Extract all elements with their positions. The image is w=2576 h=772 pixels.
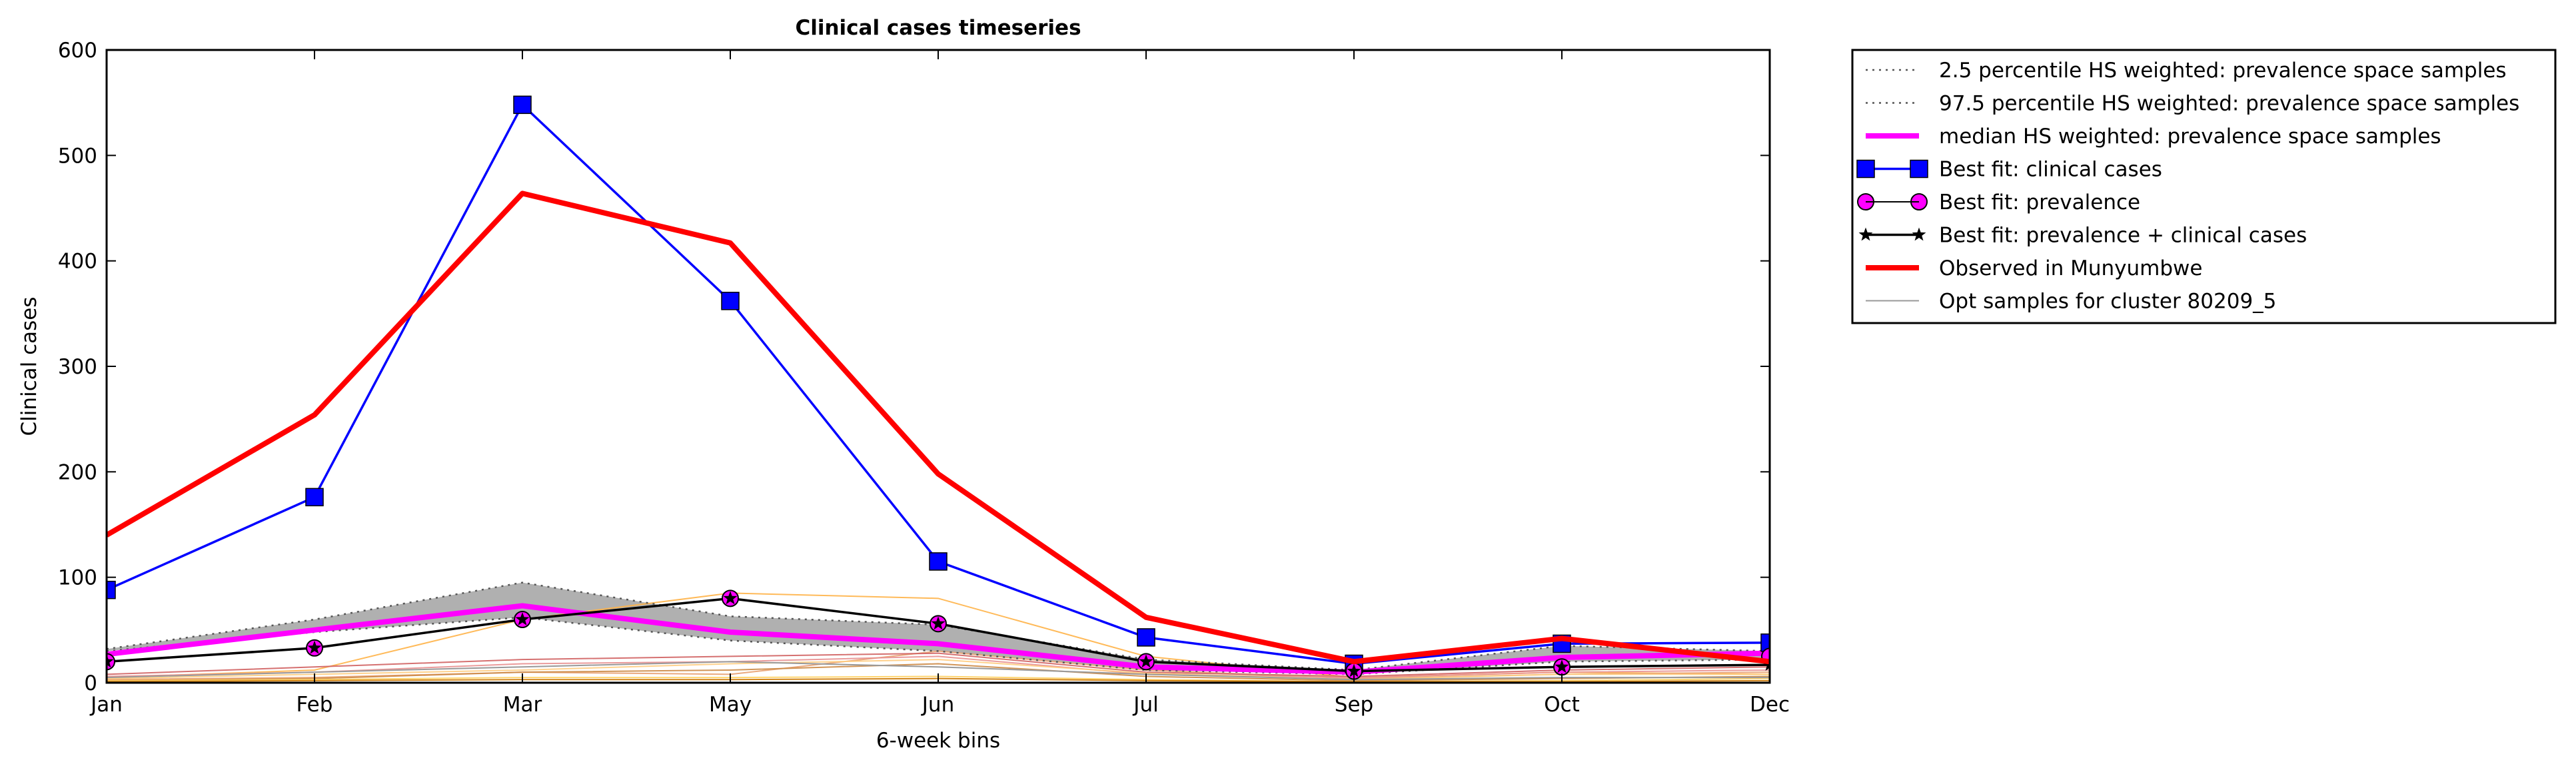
sample-line-5 [107, 663, 1770, 681]
chart-title: Clinical cases timeseries [795, 16, 1081, 40]
y-axis-label: Clinical cases [17, 296, 41, 436]
y-tick-label-6: 600 [58, 39, 97, 63]
x-tick-label-6: Sep [1335, 693, 1373, 717]
legend-marker-5-0 [1858, 227, 1873, 241]
x-tick-label-7: Oct [1544, 693, 1580, 717]
legend-marker-3-1 [1910, 159, 1928, 179]
y-tick-label-5: 500 [58, 144, 97, 168]
legend-marker-5-1 [1912, 227, 1926, 241]
x-tick-label-1: Feb [297, 693, 333, 717]
legend: 2.5 percentile HS weighted: prevalence s… [1851, 49, 2557, 324]
marker-best-fit-clinical-3 [721, 292, 740, 310]
x-tick-label-0: Jan [89, 693, 123, 717]
legend-label-7: Opt samples for cluster 80209_5 [1939, 290, 2276, 314]
marker-best-fit-combined-1 [307, 640, 322, 654]
y-tick-label-1: 100 [58, 566, 97, 590]
marker-best-fit-combined-2 [515, 612, 530, 625]
plot-content [107, 95, 1770, 683]
marker-best-fit-clinical-0 [107, 580, 116, 599]
sample-line-2 [107, 652, 1770, 677]
sample-line-3 [107, 655, 1770, 679]
x-axis-label: 6-week bins [876, 729, 1000, 753]
x-tick-label-4: Jun [921, 693, 954, 717]
plot-frame [105, 49, 1771, 684]
axes: 0 100 200 300 400 500 600 Jan Feb Mar May Jun Jul Sep… [58, 39, 1790, 717]
legend-marker-3-0 [1856, 159, 1875, 179]
marker-best-fit-combined-5 [1139, 654, 1153, 668]
marker-best-fit-combined-8 [1762, 657, 1770, 671]
y-tick-label-4: 400 [58, 250, 97, 274]
marker-best-fit-combined-0 [107, 654, 114, 668]
legend-label-1: 97.5 percentile HS weighted: prevalence … [1939, 92, 2519, 116]
series-opt-samples [107, 661, 1770, 681]
legend-label-2: median HS weighted: prevalence space sam… [1939, 125, 2441, 149]
y-tick-label-2: 200 [58, 460, 97, 484]
legend-label-3: Best fit: clinical cases [1939, 158, 2162, 182]
marker-best-fit-combined-4 [931, 616, 946, 630]
marker-best-fit-clinical-1 [305, 488, 324, 507]
plot-area [107, 95, 1770, 683]
legend-box [1851, 49, 2557, 324]
marker-best-fit-clinical-8 [1760, 633, 1770, 652]
sample-line-4 [107, 659, 1770, 681]
legend-label-0: 2.5 percentile HS weighted: prevalence s… [1939, 59, 2507, 83]
series-best-fit-clinical [107, 103, 1770, 665]
marker-best-fit-clinical-5 [1137, 628, 1155, 647]
x-tick-label-3: May [709, 693, 752, 717]
legend-label-6: Observed in Munyumbwe [1939, 256, 2202, 280]
x-tick-label-2: Mar [503, 693, 542, 717]
x-tick-label-8: Dec [1750, 693, 1790, 717]
y-tick-label-3: 300 [58, 355, 97, 379]
marker-best-fit-combined-7 [1555, 659, 1569, 673]
x-tick-label-5: Jul [1132, 693, 1158, 717]
marker-best-fit-clinical-2 [513, 95, 532, 115]
marker-best-fit-combined-3 [723, 591, 738, 605]
marker-best-fit-combined-6 [1347, 663, 1361, 677]
legend-label-5: Best fit: prevalence + clinical cases [1939, 224, 2307, 248]
series-median [107, 603, 1770, 675]
marker-best-fit-clinical-4 [929, 552, 948, 571]
series-percentile-0 [107, 616, 1770, 675]
y-tick-label-0: 0 [84, 671, 97, 695]
legend-label-4: Best fit: prevalence [1939, 191, 2140, 214]
series-observed [107, 191, 1770, 665]
